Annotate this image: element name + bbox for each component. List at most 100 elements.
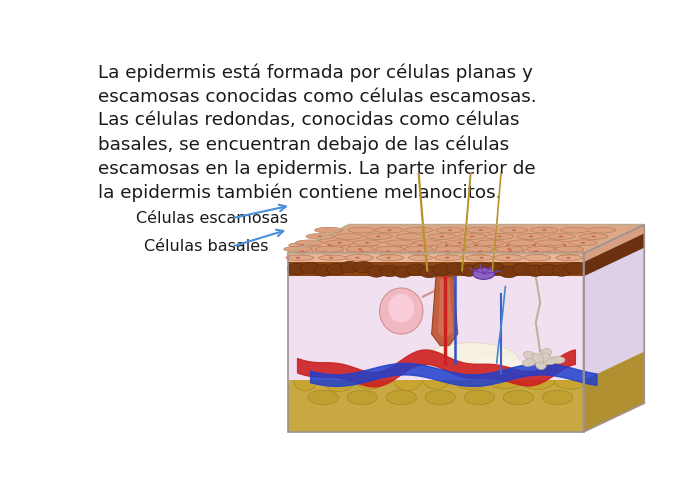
Ellipse shape <box>581 242 585 244</box>
Ellipse shape <box>540 348 552 358</box>
Ellipse shape <box>496 248 524 254</box>
Ellipse shape <box>445 251 449 252</box>
Polygon shape <box>288 380 584 432</box>
Ellipse shape <box>393 370 422 391</box>
Ellipse shape <box>376 236 381 237</box>
Ellipse shape <box>405 227 433 233</box>
Ellipse shape <box>353 240 381 246</box>
Ellipse shape <box>550 356 565 364</box>
Ellipse shape <box>445 257 449 259</box>
Ellipse shape <box>306 234 334 240</box>
Ellipse shape <box>435 242 460 248</box>
Ellipse shape <box>524 351 537 360</box>
Ellipse shape <box>480 257 484 259</box>
Ellipse shape <box>376 242 402 248</box>
Ellipse shape <box>367 265 386 277</box>
Ellipse shape <box>569 240 597 246</box>
Ellipse shape <box>524 242 549 248</box>
Ellipse shape <box>470 236 474 237</box>
Text: Células escamosas: Células escamosas <box>136 211 288 226</box>
Ellipse shape <box>405 249 433 254</box>
Ellipse shape <box>556 246 584 252</box>
Ellipse shape <box>542 229 547 231</box>
Ellipse shape <box>347 390 377 405</box>
Ellipse shape <box>489 372 522 389</box>
Ellipse shape <box>337 242 342 244</box>
Ellipse shape <box>356 372 384 389</box>
Ellipse shape <box>365 242 369 244</box>
Text: ✕: ✕ <box>547 406 556 416</box>
Polygon shape <box>438 279 454 340</box>
Ellipse shape <box>407 264 426 276</box>
Ellipse shape <box>463 242 491 248</box>
Ellipse shape <box>405 246 433 252</box>
Ellipse shape <box>476 240 505 246</box>
Ellipse shape <box>447 229 452 231</box>
Ellipse shape <box>466 255 493 261</box>
Ellipse shape <box>458 234 486 240</box>
Ellipse shape <box>435 249 463 254</box>
Ellipse shape <box>375 246 404 252</box>
Text: La epidermis está formada por células planas y
escamosas conocidas como células : La epidermis está formada por células pl… <box>98 63 537 203</box>
Ellipse shape <box>377 255 404 261</box>
Ellipse shape <box>556 255 582 261</box>
Ellipse shape <box>547 234 575 240</box>
Ellipse shape <box>300 263 320 274</box>
Ellipse shape <box>386 257 391 259</box>
Ellipse shape <box>380 265 400 277</box>
Ellipse shape <box>459 265 479 276</box>
Ellipse shape <box>346 254 373 261</box>
Ellipse shape <box>526 265 545 276</box>
Text: X-Plain: X-Plain <box>546 404 600 418</box>
Ellipse shape <box>503 390 533 405</box>
Ellipse shape <box>534 251 538 252</box>
Ellipse shape <box>347 249 374 254</box>
Ellipse shape <box>355 257 360 259</box>
Ellipse shape <box>295 257 300 259</box>
Ellipse shape <box>552 242 581 248</box>
Polygon shape <box>584 233 644 276</box>
Ellipse shape <box>408 255 433 260</box>
Ellipse shape <box>387 229 392 231</box>
Ellipse shape <box>531 227 559 233</box>
Ellipse shape <box>522 359 537 366</box>
Ellipse shape <box>289 249 314 254</box>
Ellipse shape <box>508 251 512 252</box>
Ellipse shape <box>316 246 344 252</box>
Polygon shape <box>288 276 584 380</box>
Ellipse shape <box>536 360 547 370</box>
Ellipse shape <box>554 371 587 389</box>
Ellipse shape <box>563 244 567 246</box>
Ellipse shape <box>592 236 596 237</box>
Ellipse shape <box>526 246 555 252</box>
Ellipse shape <box>428 234 456 240</box>
Ellipse shape <box>300 244 304 246</box>
Ellipse shape <box>335 234 363 240</box>
Ellipse shape <box>486 263 505 275</box>
Ellipse shape <box>294 369 316 391</box>
Ellipse shape <box>314 227 343 233</box>
Polygon shape <box>432 276 458 346</box>
Ellipse shape <box>360 251 364 252</box>
Ellipse shape <box>498 236 502 237</box>
Ellipse shape <box>348 227 376 233</box>
Ellipse shape <box>446 263 466 274</box>
Ellipse shape <box>508 248 512 250</box>
Polygon shape <box>584 351 644 432</box>
Ellipse shape <box>418 244 423 246</box>
Ellipse shape <box>435 246 463 252</box>
Ellipse shape <box>540 357 555 365</box>
Ellipse shape <box>284 246 312 252</box>
Ellipse shape <box>478 229 482 231</box>
Ellipse shape <box>587 227 615 233</box>
Ellipse shape <box>554 248 583 254</box>
Ellipse shape <box>425 390 456 405</box>
Ellipse shape <box>473 263 492 274</box>
Ellipse shape <box>364 234 393 240</box>
Ellipse shape <box>295 240 323 246</box>
Ellipse shape <box>423 372 449 389</box>
Polygon shape <box>584 248 644 380</box>
Ellipse shape <box>375 227 404 233</box>
Ellipse shape <box>327 264 346 275</box>
Ellipse shape <box>446 240 474 246</box>
